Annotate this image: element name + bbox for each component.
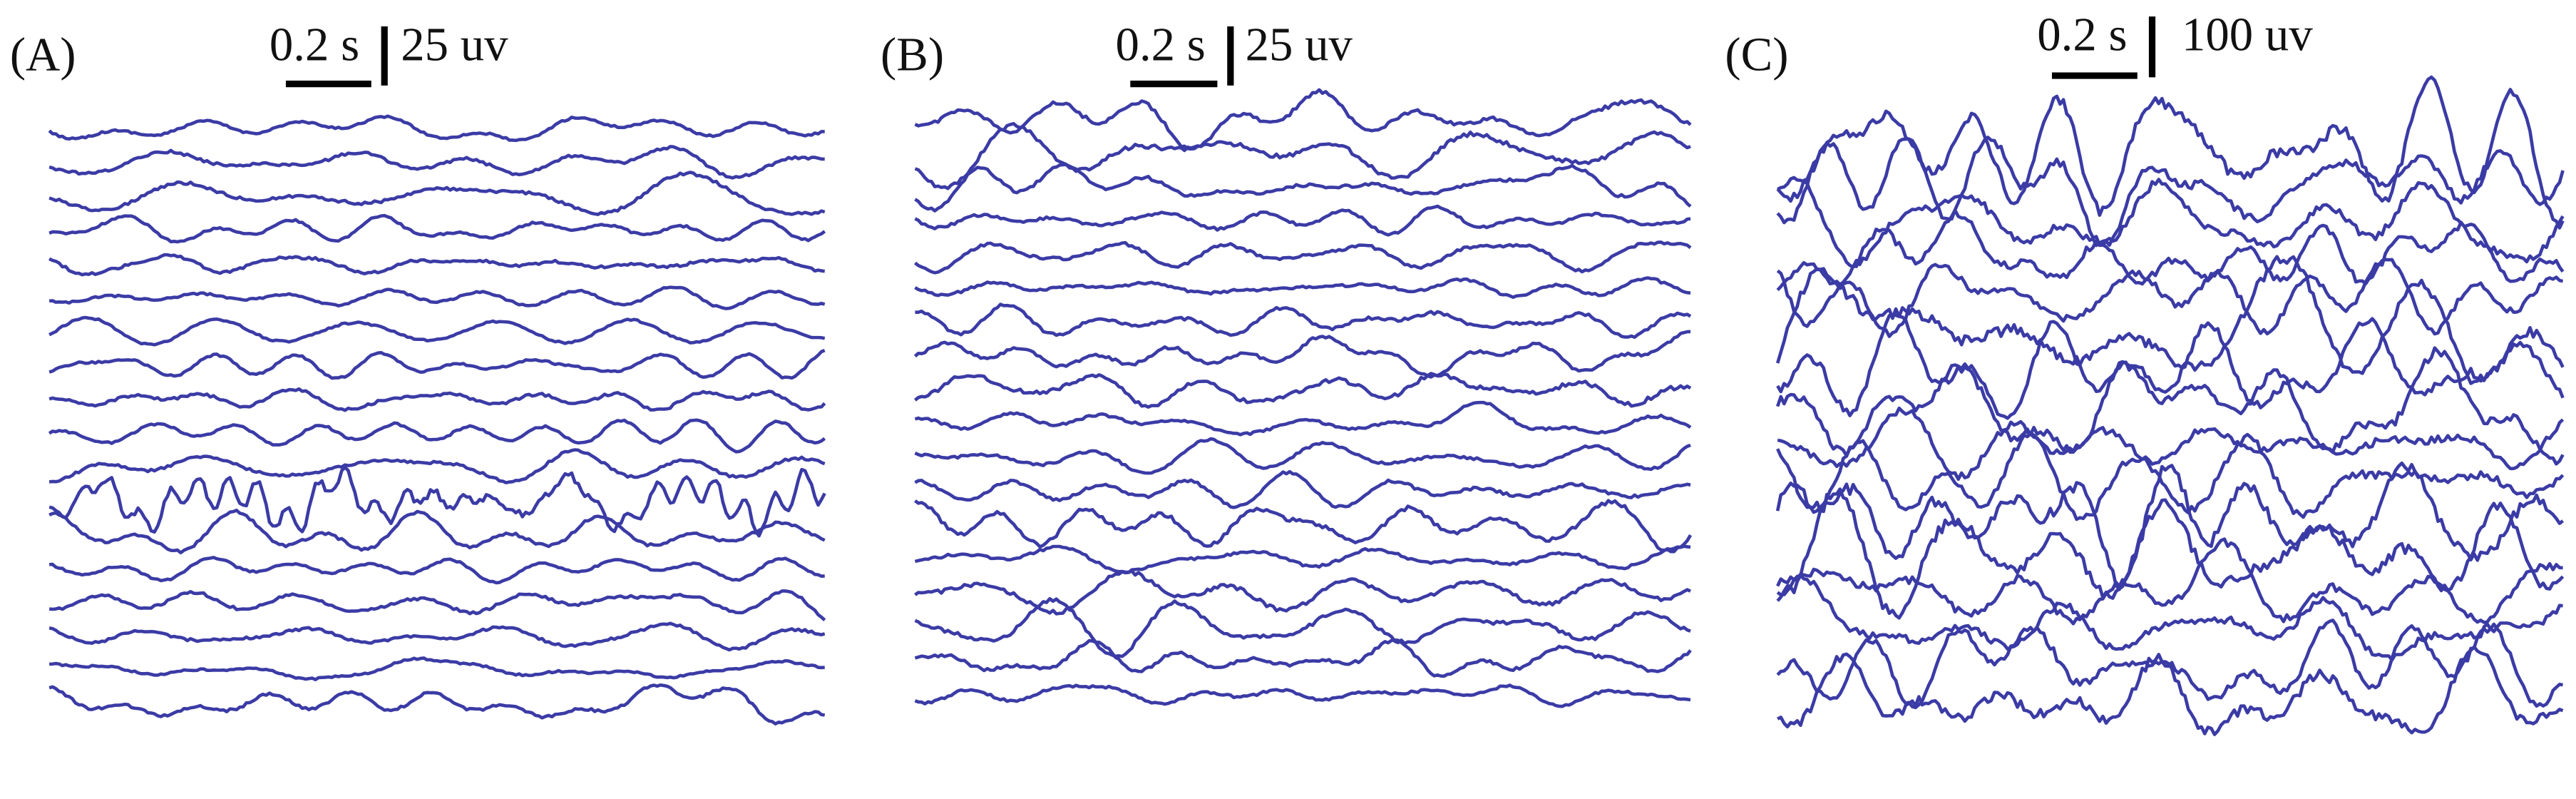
eeg-trace: [1775, 461, 2565, 591]
eeg-trace: [914, 240, 1692, 275]
eeg-trace: [1776, 75, 2565, 230]
eeg-trace: [49, 285, 826, 310]
eeg-trace: [914, 469, 1691, 509]
eeg-trace: [914, 499, 1693, 554]
eeg-trace: [914, 163, 1692, 213]
eeg-trace: [48, 448, 826, 484]
eeg-trace: [48, 114, 825, 143]
amplitude-scale-label: 25 uv: [1246, 19, 1353, 71]
panel-label: (A): [10, 28, 76, 81]
eeg-trace: [915, 302, 1692, 339]
eeg-trace: [1777, 175, 2565, 269]
eeg-trace: [48, 315, 826, 347]
eeg-trace: [49, 556, 825, 585]
eeg-trace: [48, 145, 825, 180]
amplitude-scale-label: 100 uv: [2182, 9, 2313, 61]
eeg-trace: [1776, 136, 2565, 248]
eeg-trace: [1776, 537, 2563, 626]
time-scale-label: 0.2 s: [2037, 9, 2127, 61]
eeg-trace: [48, 213, 826, 244]
eeg-trace: [1777, 645, 2564, 736]
eeg-trace: [914, 569, 1691, 616]
eeg-trace: [1776, 574, 2563, 662]
eeg-trace: [1776, 312, 2565, 420]
eeg-trace: [48, 253, 826, 277]
panel-c: (C) 0.2 s 100 uv: [1725, 9, 2313, 81]
eeg-trace: [48, 418, 826, 454]
eeg-trace: [1775, 346, 2565, 466]
amplitude-scale-label: 25 uv: [401, 19, 508, 71]
eeg-trace: [48, 683, 826, 726]
eeg-trace: [914, 437, 1691, 475]
eeg-trace: [1776, 208, 2565, 292]
eeg-trace: [914, 596, 1691, 658]
panel-b: (B) 0.2 s 25 uv: [881, 19, 1353, 88]
eeg-trace: [49, 656, 825, 681]
eeg-trace: [914, 88, 1692, 151]
eeg-trace: [913, 330, 1691, 379]
eeg-trace: [48, 621, 826, 652]
panel-a: (A) 0.2 s 25 uv: [10, 19, 508, 88]
eeg-trace: [914, 276, 1691, 299]
panel-label: (C): [1725, 28, 1788, 81]
eeg-trace: [914, 683, 1691, 708]
eeg-trace: [914, 400, 1692, 437]
eeg-trace: [914, 122, 1691, 190]
eeg-trace: [48, 348, 826, 380]
eeg-trace: [1776, 432, 2565, 521]
eeg-trace: [914, 204, 1691, 237]
eeg-trace: [914, 638, 1692, 678]
time-scale-label: 0.2 s: [270, 19, 359, 71]
eeg-trace: [914, 544, 1691, 574]
panel-label: (B): [881, 28, 944, 81]
eeg-traces: [48, 75, 2565, 736]
eeg-trace: [48, 387, 826, 412]
eeg-trace: [48, 465, 826, 538]
eeg-trace: [914, 372, 1692, 409]
time-scale-label: 0.2 s: [1116, 19, 1206, 71]
eeg-trace: [1776, 258, 2564, 338]
eeg-trace: [48, 508, 826, 555]
eeg-trace: [48, 589, 826, 621]
eeg-trace: [1776, 487, 2565, 620]
eeg-trace: [1775, 255, 2565, 383]
eeg-trace: [48, 171, 826, 216]
eeg-trace: [1777, 406, 2565, 482]
